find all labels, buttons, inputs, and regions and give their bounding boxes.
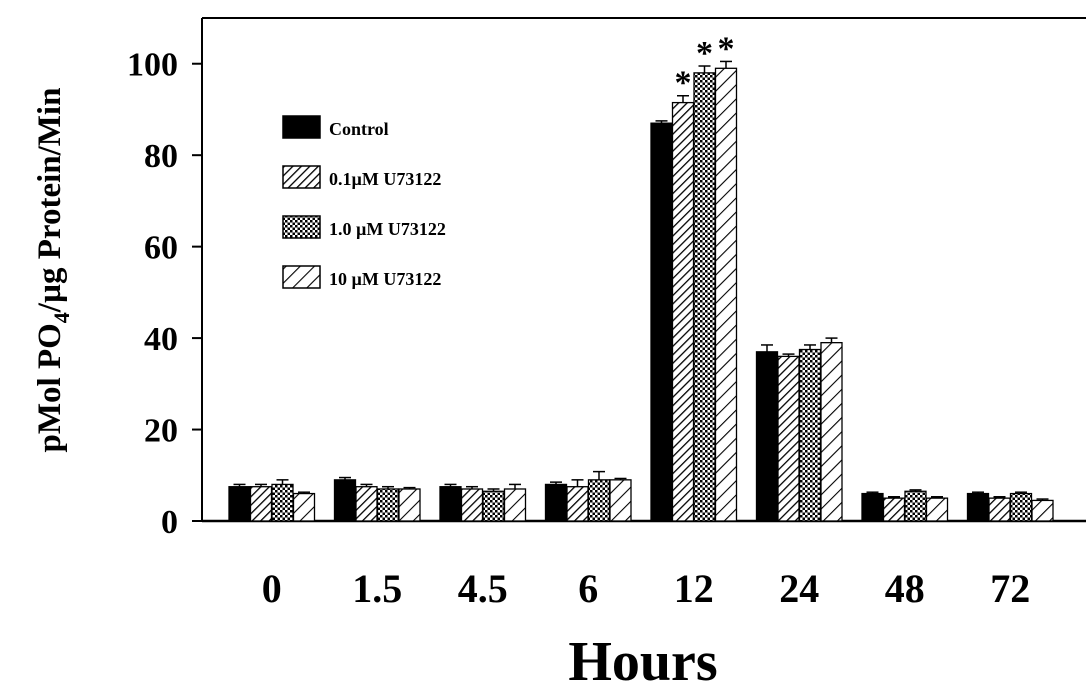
legend-swatch: [282, 115, 321, 139]
bar: [1009, 492, 1033, 522]
error-bar-group: [233, 60, 1049, 501]
bar: [482, 490, 505, 522]
significance-asterisk: *: [718, 30, 735, 67]
bar: [671, 101, 695, 522]
legend-label: 1.0 µM U73122: [329, 219, 446, 239]
annotation-group: ** *: [675, 30, 735, 101]
bar: [925, 497, 949, 522]
bar: [988, 497, 1011, 522]
bar: [650, 122, 673, 522]
bar: [798, 348, 822, 522]
bar: [693, 72, 716, 522]
bar: [503, 488, 527, 522]
bar: [355, 486, 378, 522]
y-tick-label: 60: [144, 230, 178, 267]
x-tick-label: 12: [674, 566, 714, 611]
bar: [292, 492, 316, 522]
x-tick-label: 72: [990, 566, 1030, 611]
legend: Control 0.1µM U73122 1.0 µM U73122 10 µM U7…: [282, 115, 446, 289]
bar: [271, 483, 294, 522]
y-tick-label: 0: [161, 504, 178, 541]
bar: [566, 486, 589, 522]
bar: [1031, 499, 1054, 522]
y-tick-group: 0 20 40 60 80 100: [127, 47, 202, 541]
x-tick-label: 48: [885, 566, 925, 611]
x-tick-label: 24: [779, 566, 819, 611]
legend-label: 10 µM U73122: [329, 269, 441, 289]
bar: [820, 342, 843, 522]
legend-swatch: [282, 215, 321, 239]
bar: [228, 486, 251, 522]
bar: [904, 490, 927, 522]
significance-asterisk: *: [675, 65, 692, 102]
bar: [376, 488, 400, 522]
legend-swatch: [282, 165, 321, 189]
bar: [882, 497, 906, 522]
bar: [755, 351, 779, 522]
x-axis-title: Hours: [568, 631, 717, 692]
bar: [587, 479, 611, 522]
bar: [714, 67, 738, 522]
y-tick-label: 40: [144, 321, 178, 358]
significance-asterisk: *: [696, 35, 713, 72]
bar: [333, 479, 357, 522]
x-tick-label: 0: [262, 566, 282, 611]
bar: [249, 486, 273, 522]
y-tick-label: 20: [144, 413, 178, 450]
x-tick-label: 1.5: [352, 566, 402, 611]
legend-swatch: [282, 265, 321, 289]
y-axis-title: pMol PO4/µg Protein/Min: [32, 88, 74, 453]
x-tick-label: 4.5: [458, 566, 508, 611]
bar: [966, 492, 990, 522]
bar: [777, 355, 800, 522]
bar: [544, 483, 568, 522]
y-tick-label: 80: [144, 138, 178, 175]
bar: [609, 479, 632, 522]
x-tick-group: 0 1.5 4.5 6 12 24 48 72: [262, 566, 1031, 611]
bar: [439, 486, 462, 522]
bar: [398, 488, 421, 522]
x-tick-label: 6: [578, 566, 598, 611]
legend-label: Control: [329, 119, 389, 139]
y-tick-label: 100: [127, 47, 178, 84]
bar: [861, 492, 884, 522]
legend-label: 0.1µM U73122: [329, 169, 441, 189]
bar: [460, 488, 484, 522]
